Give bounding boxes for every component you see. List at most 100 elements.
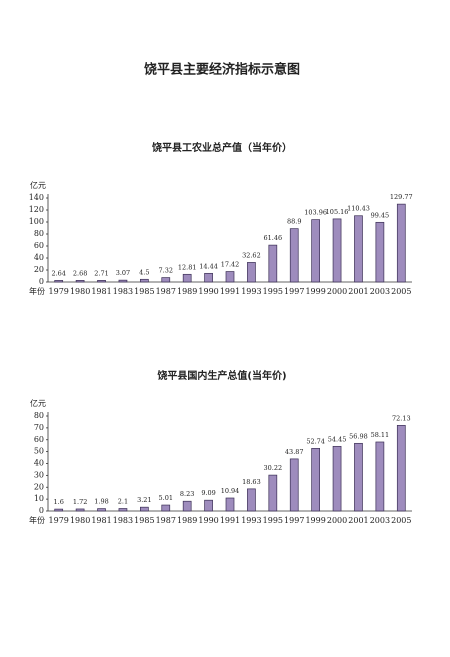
bar: [225, 271, 235, 283]
value-label: 56.98: [349, 432, 368, 440]
x-tick-label: 2001: [348, 516, 368, 525]
value-label: 103.96: [304, 209, 327, 217]
x-tick-label: 1995: [263, 287, 283, 296]
bar: [289, 458, 299, 512]
y-axis-label: 亿元: [30, 398, 46, 408]
bar: [247, 262, 256, 283]
value-label: 52.74: [306, 437, 325, 445]
chart-title: 饶平县工农业总产值（当年价）: [152, 141, 292, 154]
x-tick-label: 2005: [391, 287, 411, 296]
value-label: 61.46: [264, 234, 283, 242]
x-tick-label: 1980: [70, 287, 90, 296]
bar: [161, 277, 171, 283]
value-label: 43.87: [285, 448, 304, 456]
x-tick-label: 1993: [241, 516, 261, 525]
x-tick-label: 1979: [49, 516, 69, 525]
x-tick-label: 2000: [327, 516, 347, 525]
bar: [140, 506, 149, 512]
x-tick-label: 1983: [113, 287, 133, 296]
x-tick-label: 2001: [348, 287, 368, 296]
value-label: 1.6: [54, 498, 64, 506]
value-label: 8.23: [180, 490, 194, 498]
value-label: 5.01: [159, 494, 173, 502]
x-tick-label: 1981: [91, 516, 111, 525]
x-tick-label: 1999: [305, 516, 325, 525]
bar: [311, 219, 320, 283]
y-tick-label: 80: [34, 411, 44, 420]
bar: [204, 499, 213, 512]
y-tick-label: 140: [29, 193, 44, 202]
bar: [375, 221, 385, 283]
x-tick-label: 1985: [134, 516, 154, 525]
bar: [54, 508, 64, 512]
value-label: 4.5: [139, 268, 149, 276]
bar: [225, 497, 235, 512]
bar: [118, 279, 128, 283]
y-tick-label: 0: [39, 506, 44, 515]
x-tick-label: 1999: [305, 287, 325, 296]
x-tick-label: 2005: [391, 516, 411, 525]
y-tick-label: 60: [34, 241, 44, 250]
bar: [97, 508, 106, 512]
x-tick-label: 1995: [263, 516, 283, 525]
x-tick-label: 1991: [220, 516, 240, 525]
x-tick-label: 1989: [177, 516, 197, 525]
x-tick-label: 1989: [177, 287, 197, 296]
value-label: 18.63: [242, 478, 261, 486]
x-tick-label: 1990: [198, 516, 218, 525]
value-label: 30.22: [264, 464, 283, 472]
x-tick-label: 1980: [70, 516, 90, 525]
value-label: 2.71: [94, 269, 108, 277]
y-tick-label: 60: [34, 435, 44, 444]
bar: [375, 441, 385, 512]
value-label: 2.68: [73, 269, 87, 277]
bar: [311, 448, 320, 512]
bar: [182, 500, 192, 512]
y-tick-label: 70: [34, 423, 44, 432]
bar: [247, 488, 256, 512]
x-axis-label: 年份: [29, 515, 45, 525]
value-label: 129.77: [390, 193, 413, 201]
x-tick-label: 1997: [284, 287, 304, 296]
value-label: 2.64: [51, 269, 65, 277]
bar: [289, 228, 299, 283]
y-tick-label: 20: [34, 265, 44, 274]
x-tick-label: 1987: [156, 516, 176, 525]
value-label: 1.72: [73, 498, 87, 506]
x-tick-label: 1983: [113, 516, 133, 525]
y-tick-label: 80: [34, 229, 44, 238]
value-label: 32.62: [242, 251, 261, 259]
value-label: 58.11: [371, 431, 390, 439]
value-label: 110.43: [347, 205, 370, 213]
y-tick-label: 40: [34, 253, 44, 262]
bar: [97, 280, 106, 283]
bar: [354, 215, 363, 283]
x-tick-label: 2003: [370, 516, 390, 525]
bar: [354, 442, 363, 512]
value-label: 105.16: [326, 208, 349, 216]
y-tick-label: 10: [34, 494, 44, 503]
y-tick-label: 0: [39, 277, 44, 286]
y-tick-label: 40: [34, 459, 44, 468]
value-label: 2.1: [118, 498, 128, 506]
bar: [75, 280, 85, 283]
value-label: 88.9: [287, 218, 301, 226]
x-axis-label: 年份: [29, 286, 45, 296]
value-label: 1.98: [94, 498, 108, 506]
bar: [54, 280, 64, 283]
bar: [332, 218, 342, 283]
value-label: 3.21: [137, 496, 151, 504]
x-tick-label: 1985: [134, 287, 154, 296]
bar: [204, 272, 213, 283]
x-tick-label: 1987: [156, 287, 176, 296]
value-label: 54.45: [328, 435, 347, 443]
x-tick-label: 1993: [241, 287, 261, 296]
bar: [268, 474, 278, 512]
bar: [118, 508, 128, 512]
value-label: 99.45: [371, 211, 390, 219]
bar: [332, 445, 342, 512]
bar: [396, 424, 406, 512]
x-tick-label: 1979: [49, 287, 69, 296]
